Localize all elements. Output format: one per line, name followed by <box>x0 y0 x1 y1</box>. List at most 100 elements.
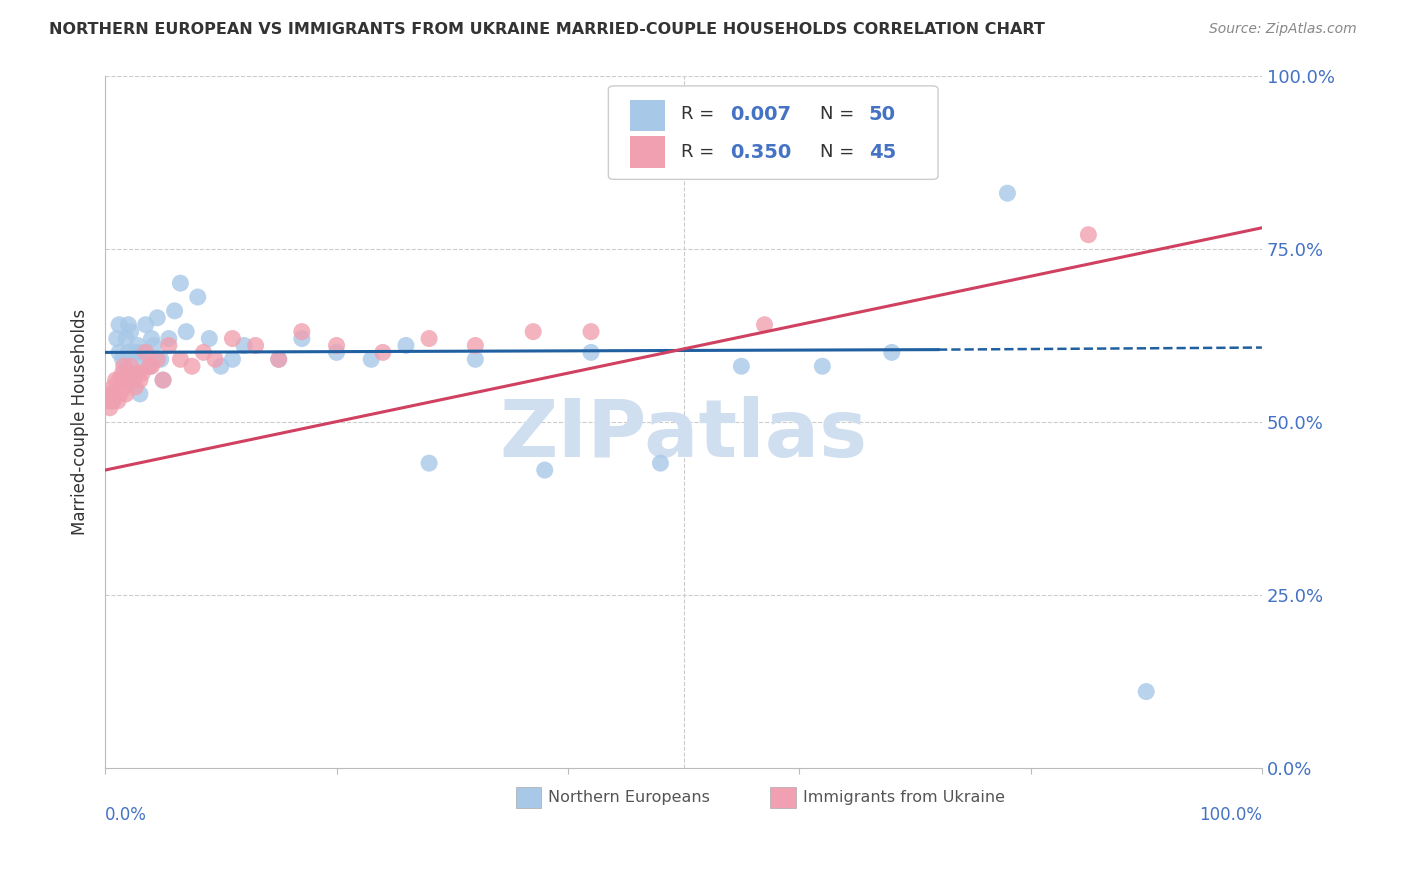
Point <box>267 352 290 367</box>
Text: R =: R = <box>682 105 720 123</box>
Point <box>111 373 134 387</box>
Point <box>111 352 134 367</box>
Point <box>108 345 131 359</box>
Text: 0.0%: 0.0% <box>105 805 148 824</box>
Point <box>122 345 145 359</box>
Text: 50: 50 <box>869 104 896 124</box>
Point <box>245 338 267 352</box>
Point <box>997 186 1019 201</box>
Point <box>127 338 149 352</box>
Point <box>111 366 134 380</box>
Point <box>110 387 132 401</box>
Point <box>142 338 165 352</box>
Point <box>325 338 347 352</box>
Point <box>105 332 128 346</box>
Point <box>115 332 138 346</box>
Point <box>181 359 204 374</box>
Point <box>730 359 752 374</box>
FancyBboxPatch shape <box>609 86 938 179</box>
Point <box>233 338 256 352</box>
Bar <box>630 136 665 168</box>
Point <box>120 325 142 339</box>
Point <box>98 401 121 415</box>
Point <box>157 338 180 352</box>
Point <box>579 325 602 339</box>
Point <box>193 345 215 359</box>
Point <box>1135 684 1157 698</box>
Point <box>522 325 544 339</box>
Point <box>291 325 314 339</box>
Bar <box>516 787 541 808</box>
Point <box>221 332 243 346</box>
Point <box>163 304 186 318</box>
Point <box>146 310 169 325</box>
Y-axis label: Married-couple Households: Married-couple Households <box>72 309 89 534</box>
Point <box>100 387 122 401</box>
Point <box>129 387 152 401</box>
Point <box>395 338 418 352</box>
Point <box>149 352 172 367</box>
Point <box>120 373 142 387</box>
Text: 0.350: 0.350 <box>730 143 792 161</box>
Point <box>418 332 440 346</box>
Point <box>754 318 776 332</box>
Point <box>110 373 132 387</box>
Point <box>533 463 555 477</box>
Point <box>135 345 157 359</box>
Text: Northern Europeans: Northern Europeans <box>548 790 710 805</box>
Point <box>103 380 125 394</box>
Point <box>221 352 243 367</box>
Point <box>138 359 160 374</box>
Bar <box>630 100 665 131</box>
Point <box>97 393 120 408</box>
Point <box>127 366 149 380</box>
Point <box>169 276 191 290</box>
Point <box>209 359 232 374</box>
Point <box>325 345 347 359</box>
Text: N =: N = <box>820 105 860 123</box>
Point <box>107 393 129 408</box>
Point <box>101 393 124 408</box>
Text: Source: ZipAtlas.com: Source: ZipAtlas.com <box>1209 22 1357 37</box>
Point <box>129 345 152 359</box>
Point <box>112 359 135 374</box>
Point <box>146 352 169 367</box>
Point <box>579 345 602 359</box>
Point <box>1077 227 1099 242</box>
Point <box>108 318 131 332</box>
Point <box>104 373 127 387</box>
Point <box>152 373 174 387</box>
Point <box>122 366 145 380</box>
Point <box>141 359 163 374</box>
Point <box>103 387 125 401</box>
Point <box>129 373 152 387</box>
Point <box>117 373 139 387</box>
Point <box>169 352 191 367</box>
Point <box>464 338 486 352</box>
Point <box>291 332 314 346</box>
Text: 45: 45 <box>869 143 896 161</box>
Point <box>115 387 138 401</box>
Point <box>371 345 394 359</box>
Text: N =: N = <box>820 144 860 161</box>
Point <box>174 325 197 339</box>
Point <box>464 352 486 367</box>
Point <box>811 359 834 374</box>
Point <box>105 387 128 401</box>
Point <box>108 373 131 387</box>
Text: NORTHERN EUROPEAN VS IMMIGRANTS FROM UKRAINE MARRIED-COUPLE HOUSEHOLDS CORRELATI: NORTHERN EUROPEAN VS IMMIGRANTS FROM UKR… <box>49 22 1045 37</box>
Point <box>138 359 160 374</box>
Point <box>204 352 226 367</box>
Point <box>198 332 221 346</box>
Point <box>117 345 139 359</box>
Point <box>100 387 122 401</box>
Point <box>103 393 125 408</box>
Point <box>152 373 174 387</box>
Text: Immigrants from Ukraine: Immigrants from Ukraine <box>803 790 1005 805</box>
Point <box>117 318 139 332</box>
Point <box>135 318 157 332</box>
Point <box>360 352 382 367</box>
Point <box>880 345 903 359</box>
Text: ZIPatlas: ZIPatlas <box>499 396 868 475</box>
Point <box>115 359 138 374</box>
